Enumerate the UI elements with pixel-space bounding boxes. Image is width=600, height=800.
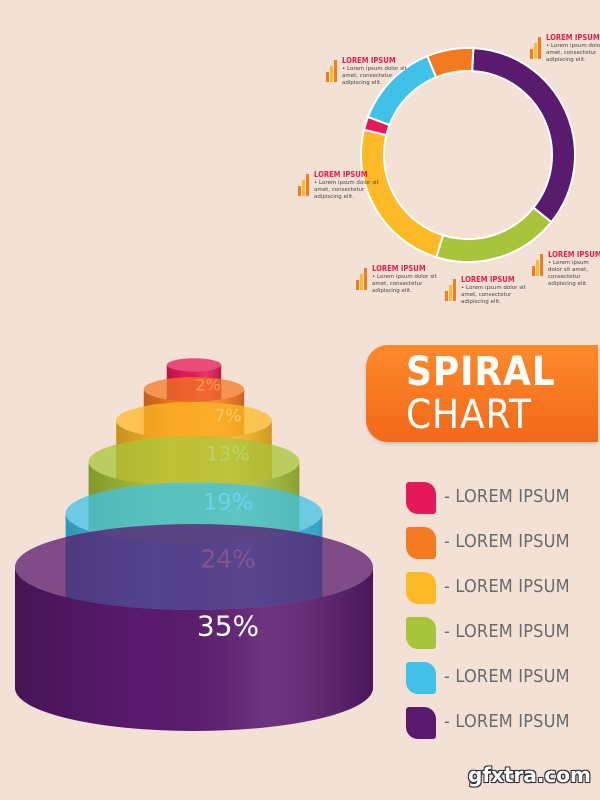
callout-title: LOREM IPSUM [342,56,396,65]
legend-label: - LOREM IPSUM [444,666,570,687]
callout-text: • Lorem ipsum dolor sit amet, consectetu… [546,43,600,63]
legend-label: - LOREM IPSUM [444,576,570,597]
legend-label: - LOREM IPSUM [444,621,570,642]
legend-swatch [406,662,436,694]
callout-title: LOREM IPSUM [314,170,368,179]
callout-text: • Lorem ipsum dolor sit amet, consectetu… [548,260,589,287]
legend-item: - LOREM IPSUM [406,617,596,662]
bar-chart-icon [326,60,337,82]
legend-swatch [406,617,436,649]
legend-label: - LOREM IPSUM [444,531,570,552]
legend-item: - LOREM IPSUM [406,662,596,707]
callout-title: LOREM IPSUM [372,264,426,273]
legend-item: - LOREM IPSUM [406,527,596,572]
legend-swatch [406,482,436,514]
callout-title: LOREM IPSUM [548,250,600,259]
bar-chart-icon [356,268,367,290]
banner-title-line2: CHART [406,392,532,438]
legend-item: - LOREM IPSUM [406,482,596,527]
callout-text: • Lorem ipsum dolor sit amet, consectetu… [461,285,526,305]
spiral-ring-rim [143,377,245,402]
spiral-ring-rim [166,358,222,372]
callout-text: • Lorem ipsum dolor sit amet, consectetu… [372,274,437,294]
bar-chart-icon [445,279,456,301]
donut-slice [471,47,576,224]
spiral-value-label: 35% [197,610,259,643]
legend-swatch [406,527,436,559]
watermark: gfxtra.com [468,763,591,787]
title-banner: SPIRAL CHART [366,345,598,442]
spiral-ring-rim [88,436,300,487]
legend-item: - LOREM IPSUM [406,572,596,617]
callout-title: LOREM IPSUM [461,275,515,284]
banner-title-line1: SPIRAL [406,349,556,395]
spiral-ring: 35% [15,524,373,731]
legend-label: - LOREM IPSUM [444,711,570,732]
callout-text: • Lorem ipsum dolor sit amet, consectetu… [314,180,379,200]
bar-chart-icon [298,174,309,196]
legend-label: - LOREM IPSUM [444,486,570,507]
callout-text: • Lorem ipsum dolor sit amet, consectetu… [342,66,407,86]
bar-chart-icon [530,37,541,59]
legend: - LOREM IPSUM - LOREM IPSUM - LOREM IPSU… [406,482,596,752]
spiral-ring-shading [15,567,373,731]
legend-swatch [406,572,436,604]
donut-slice [426,47,475,79]
bar-chart-icon [532,254,543,276]
legend-item: - LOREM IPSUM [406,707,596,752]
spiral-ring-rim [15,524,373,610]
spiral-ring-rim [116,401,272,440]
legend-swatch [406,707,436,739]
callout-title: LOREM IPSUM [546,33,600,42]
